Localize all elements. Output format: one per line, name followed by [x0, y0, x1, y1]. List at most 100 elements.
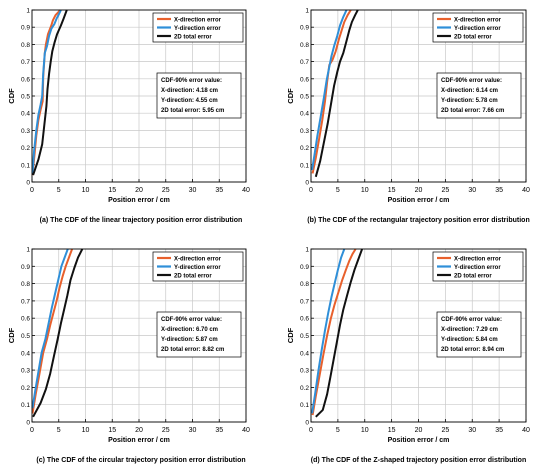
legend: X-direction error Y-direction error 2D tot… [432, 12, 524, 43]
annotation-line: Y-direction: 5.87 cm [161, 337, 218, 343]
x-tick-label: 30 [468, 427, 476, 434]
x-axis-label: Position error / cm [108, 197, 170, 204]
legend-label: X-direction error [174, 256, 222, 262]
x-tick-label: 20 [415, 427, 423, 434]
annotation-box: CDF-90% error value: X-direction: 6.70 cm… [156, 311, 242, 358]
x-tick-label: 40 [522, 187, 530, 194]
y-tick-label: 0.7 [21, 298, 30, 305]
chart-panel: 0 5 10 15 20 25 30 35 40 0 0.1 0.2 0.3 0.4 0.5 0.6 0.7 0.… [7, 247, 250, 464]
legend-label: 2D total error [174, 34, 212, 40]
x-tick-label: 20 [135, 187, 143, 194]
y-tick-label: 0.7 [21, 59, 30, 66]
annotation-line: CDF-90% error value: [441, 317, 502, 323]
x-axis-label: Position error / cm [108, 437, 170, 444]
x-tick-label: 35 [495, 187, 503, 194]
y-tick-label: 0.7 [300, 298, 309, 305]
annotation-line: X-direction: 6.70 cm [161, 327, 218, 333]
y-tick-label: 0.1 [21, 162, 30, 169]
x-tick-label: 40 [242, 187, 250, 194]
x-tick-label: 30 [468, 187, 476, 194]
panel-caption: (a) The CDF of the linear trajectory pos… [40, 217, 243, 224]
y-tick-label: 0.4 [300, 350, 309, 357]
x-tick-label: 10 [361, 427, 369, 434]
chart-panel: 0 5 10 15 20 25 30 35 40 0 0.1 0.2 0.3 0.4 0.5 0.6 0.7 0.… [286, 247, 530, 464]
y-tick-label: 0 [26, 180, 30, 187]
x-tick-label: 10 [82, 187, 90, 194]
x-tick-label: 35 [215, 427, 223, 434]
x-tick-label: 40 [242, 427, 250, 434]
annotation-line: 2D total error: 8.82 cm [161, 347, 224, 353]
y-tick-label: 1 [305, 8, 309, 15]
x-tick-label: 15 [108, 427, 116, 434]
y-tick-label: 0.1 [300, 162, 309, 169]
series-line [32, 248, 84, 418]
series-line [311, 9, 348, 171]
x-tick-label: 5 [336, 427, 340, 434]
y-tick-label: 0.6 [300, 76, 309, 83]
y-tick-label: 0.1 [300, 402, 309, 409]
axes-frame [310, 248, 527, 423]
y-tick-label: 0.9 [21, 264, 30, 271]
annotation-line: X-direction: 7.29 cm [441, 327, 498, 333]
series-line [315, 248, 364, 418]
y-tick-label: 0.4 [300, 111, 309, 118]
annotation-line: 2D total error: 7.66 cm [441, 108, 504, 114]
annotation-line: X-direction: 6.14 cm [441, 88, 498, 94]
axes-frame [31, 248, 247, 423]
legend-label: 2D total error [174, 273, 212, 279]
series-line [311, 248, 357, 416]
series-line [31, 248, 69, 409]
x-tick-label: 30 [189, 187, 197, 194]
legend-label: Y-direction error [174, 265, 221, 271]
panel-caption: (c) The CDF of the circular trajectory p… [36, 457, 245, 464]
y-tick-label: 0.8 [300, 42, 309, 49]
annotation-box: CDF-90% error value: X-direction: 6.14 cm… [436, 72, 522, 119]
x-tick-label: 10 [361, 187, 369, 194]
y-tick-label: 0.6 [300, 316, 309, 323]
x-tick-label: 0 [309, 427, 313, 434]
x-tick-label: 35 [495, 427, 503, 434]
legend-label: Y-direction error [454, 265, 501, 271]
legend-label: Y-direction error [454, 26, 501, 32]
y-tick-label: 0.3 [21, 128, 30, 135]
y-tick-label: 0.2 [21, 145, 30, 152]
x-tick-label: 25 [162, 427, 170, 434]
annotation-line: CDF-90% error value: [161, 317, 222, 323]
annotation-line: X-direction: 4.18 cm [161, 88, 218, 94]
x-tick-label: 15 [388, 427, 396, 434]
x-tick-label: 0 [30, 187, 34, 194]
x-tick-label: 0 [30, 427, 34, 434]
x-axis-label: Position error / cm [388, 197, 450, 204]
y-tick-label: 0 [305, 420, 309, 427]
y-tick-label: 0.4 [21, 350, 30, 357]
x-tick-label: 15 [108, 187, 116, 194]
chart-panel: 0 5 10 15 20 25 30 35 40 0 0.1 0.2 0.3 0.4 0.5 0.6 0.7 0.… [7, 8, 250, 225]
y-tick-label: 0.3 [300, 128, 309, 135]
series-line [32, 9, 68, 176]
x-tick-label: 25 [441, 427, 449, 434]
y-axis-label: CDF [7, 88, 16, 104]
annotation-line: Y-direction: 5.84 cm [441, 337, 498, 343]
y-tick-label: 0.5 [21, 94, 30, 101]
annotation-line: CDF-90% error value: [441, 78, 502, 84]
legend-label: X-direction error [454, 17, 502, 23]
x-tick-label: 20 [415, 187, 423, 194]
y-tick-label: 0.9 [300, 25, 309, 32]
annotation-line: 2D total error: 8.94 cm [441, 347, 504, 353]
legend-label: Y-direction error [174, 26, 221, 32]
series-line [314, 9, 359, 178]
legend-label: 2D total error [454, 273, 492, 279]
x-axis-label: Position error / cm [388, 437, 450, 444]
annotation-frame [436, 72, 522, 119]
y-tick-label: 1 [26, 8, 30, 15]
panel-caption: (b) The CDF of the rectangular trajector… [307, 217, 529, 224]
y-tick-label: 0.9 [21, 25, 30, 32]
y-tick-label: 0 [305, 180, 309, 187]
legend: X-direction error Y-direction error 2D tot… [152, 251, 244, 282]
x-tick-label: 40 [522, 427, 530, 434]
legend-label: X-direction error [454, 256, 502, 262]
y-tick-label: 0.3 [300, 368, 309, 375]
annotation-frame [156, 311, 242, 358]
annotation-frame [436, 311, 522, 358]
